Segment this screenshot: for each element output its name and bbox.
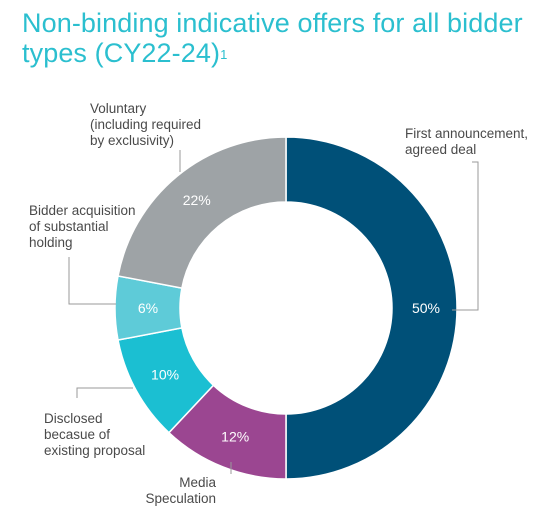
category-label-line: Speculation bbox=[145, 491, 216, 506]
category-label-first-announcement-agreed-deal: First announcement, agreed deal bbox=[405, 126, 528, 157]
category-label-line: by exclusivity) bbox=[90, 133, 174, 148]
donut-value-labels: 50% 12% 10% 6% 22% bbox=[138, 192, 440, 444]
category-label-line: becasue of bbox=[44, 427, 110, 442]
category-label-voluntary-including-required-by-exclusivity: Voluntary (including required by exclusivi… bbox=[90, 101, 201, 148]
donut-slices bbox=[114, 136, 458, 480]
category-label-line: First announcement, bbox=[405, 126, 528, 141]
slice-first-announcement-agreed-deal bbox=[285, 136, 458, 480]
category-label-line: (including required bbox=[90, 117, 201, 132]
category-label-media-speculation: Media Speculation bbox=[145, 475, 216, 506]
leader-lines bbox=[68, 150, 479, 474]
category-label-line: holding bbox=[29, 235, 73, 250]
value-label-voluntary-including-required-by-exclusivity: 22% bbox=[183, 192, 211, 208]
title-footnote-marker: 1 bbox=[220, 47, 228, 62]
category-label-disclosed-becasue-of-existing-proposal: Disclosed becasue of existing proposal bbox=[44, 411, 145, 458]
chart-title: Non-binding indicative offers for all bi… bbox=[22, 8, 542, 68]
leader-line-bidder-acquisition-of-substantial-holding bbox=[68, 257, 116, 305]
category-label-line: Voluntary bbox=[90, 101, 147, 116]
category-label-line: Disclosed bbox=[44, 411, 103, 426]
value-label-first-announcement-agreed-deal: 50% bbox=[412, 300, 440, 316]
category-label-line: Bidder acquisition bbox=[29, 203, 136, 218]
category-label-line: existing proposal bbox=[44, 443, 145, 458]
chart-title-text: Non-binding indicative offers for all bi… bbox=[22, 8, 523, 68]
leader-line-first-announcement-agreed-deal bbox=[452, 161, 479, 311]
category-label-line: Media bbox=[179, 475, 216, 490]
category-label-bidder-acquisition-of-substantial-holding: Bidder acquisition of substantial holding bbox=[29, 203, 136, 250]
value-label-disclosed-becasue-of-existing-proposal: 10% bbox=[151, 366, 179, 382]
category-label-line: of substantial bbox=[29, 219, 109, 234]
category-label-line: agreed deal bbox=[405, 142, 476, 157]
value-label-bidder-acquisition-of-substantial-holding: 6% bbox=[138, 300, 158, 316]
leader-line-disclosed-becasue-of-existing-proposal bbox=[76, 387, 133, 398]
slice-voluntary-including-required-by-exclusivity bbox=[117, 136, 287, 290]
value-label-media-speculation: 12% bbox=[221, 428, 249, 444]
category-labels: First announcement, agreed deal Media Specu… bbox=[29, 101, 528, 506]
